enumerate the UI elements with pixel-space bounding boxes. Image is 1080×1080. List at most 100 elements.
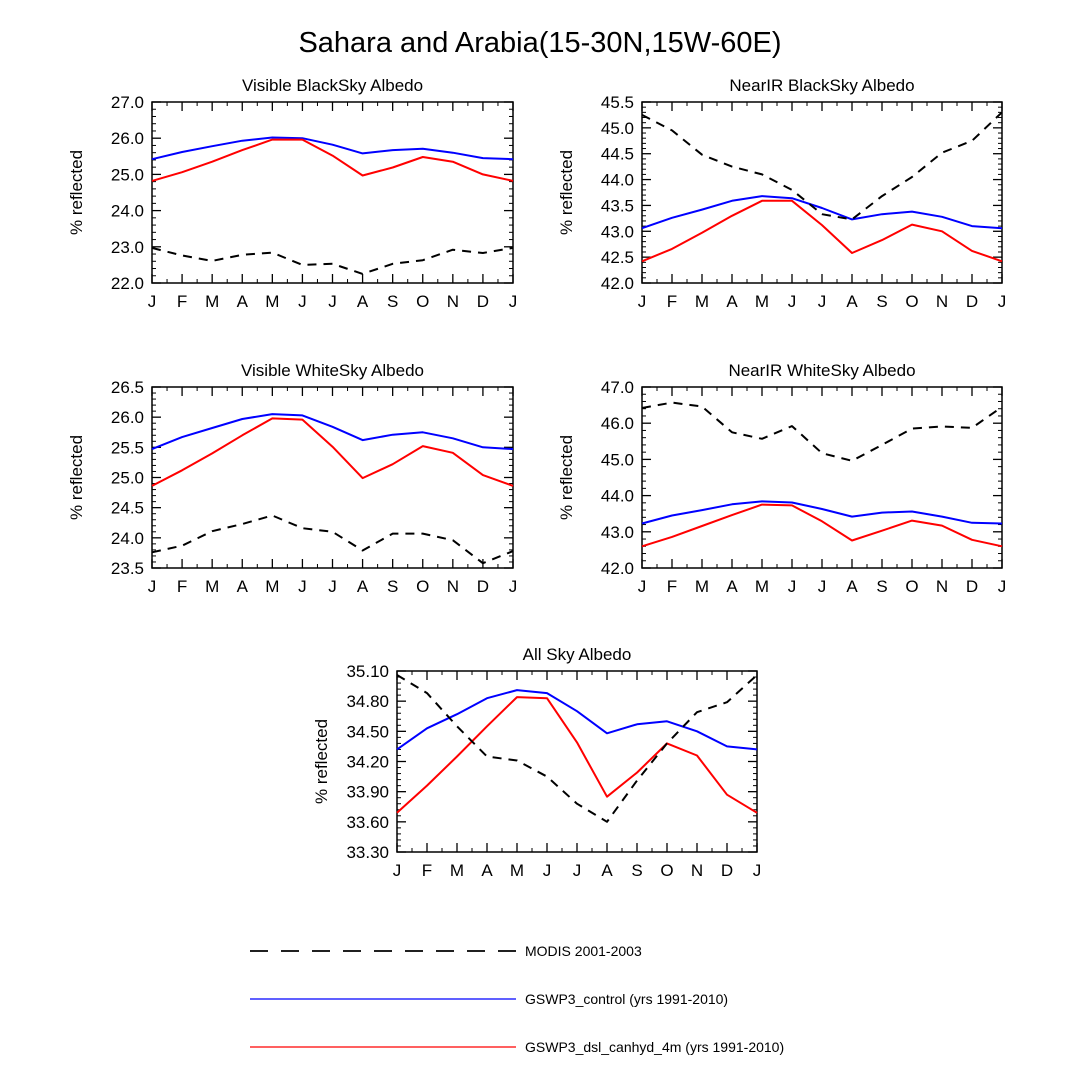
x-tick-label: A	[846, 292, 858, 311]
x-tick-label: M	[755, 577, 769, 596]
x-tick-label: J	[998, 292, 1007, 311]
x-tick-label: J	[148, 577, 157, 596]
x-tick-label: S	[876, 292, 887, 311]
x-tick-label: M	[695, 577, 709, 596]
y-tick-label: 33.30	[346, 843, 389, 862]
series-line-dsl	[641, 503, 1003, 548]
y-tick-label: 42.0	[601, 559, 634, 578]
x-tick-label: O	[416, 292, 429, 311]
x-tick-label: J	[543, 861, 552, 880]
y-tick-label: 42.5	[601, 248, 634, 267]
x-tick-label: M	[510, 861, 524, 880]
legend-label: GSWP3_control (yrs 1991-2010)	[525, 991, 728, 1007]
x-tick-label: A	[601, 861, 613, 880]
x-tick-label: O	[905, 577, 918, 596]
y-tick-label: 24.5	[111, 499, 144, 518]
x-tick-label: O	[660, 861, 673, 880]
series-line-modis	[396, 674, 758, 823]
x-tick-label: D	[721, 861, 733, 880]
y-tick-label: 26.0	[111, 129, 144, 148]
x-tick-label: N	[447, 292, 459, 311]
y-tick-label: 34.20	[346, 753, 389, 772]
x-tick-label: J	[393, 861, 402, 880]
y-axis-label: % reflected	[67, 435, 86, 520]
x-tick-label: A	[726, 577, 738, 596]
series-line-modis	[641, 401, 1003, 462]
x-tick-label: A	[726, 292, 738, 311]
x-tick-label: A	[357, 577, 369, 596]
y-tick-label: 27.0	[111, 93, 144, 112]
x-tick-label: D	[966, 577, 978, 596]
x-tick-label: J	[328, 577, 337, 596]
y-tick-label: 44.5	[601, 145, 634, 164]
y-tick-label: 43.5	[601, 196, 634, 215]
series-line-modis	[151, 246, 514, 275]
y-tick-label: 22.0	[111, 274, 144, 293]
x-tick-label: J	[818, 577, 827, 596]
y-tick-label: 23.5	[111, 559, 144, 578]
x-tick-label: S	[387, 292, 398, 311]
x-tick-label: J	[509, 292, 518, 311]
panel-title: NearIR WhiteSky Albedo	[728, 361, 915, 380]
x-tick-label: S	[631, 861, 642, 880]
x-tick-label: M	[205, 292, 219, 311]
y-tick-label: 45.0	[601, 119, 634, 138]
y-tick-label: 33.90	[346, 783, 389, 802]
legend-label: GSWP3_dsl_canhyd_4m (yrs 1991-2010)	[525, 1039, 784, 1055]
x-tick-label: N	[936, 577, 948, 596]
plot-frame	[641, 386, 1003, 569]
y-tick-label: 43.0	[601, 222, 634, 241]
x-tick-label: S	[387, 577, 398, 596]
series-line-dsl	[396, 696, 758, 814]
series-line-dsl	[151, 417, 514, 487]
legend-label: MODIS 2001-2003	[525, 943, 642, 959]
x-tick-label: J	[509, 577, 518, 596]
x-tick-label: A	[237, 292, 249, 311]
panel-title: All Sky Albedo	[523, 645, 632, 664]
x-tick-label: J	[298, 577, 307, 596]
x-tick-label: M	[695, 292, 709, 311]
y-tick-label: 24.0	[111, 202, 144, 221]
panel-title: Visible WhiteSky Albedo	[241, 361, 424, 380]
y-axis-label: % reflected	[312, 719, 331, 804]
series-line-control	[151, 136, 514, 161]
x-tick-label: F	[177, 292, 187, 311]
x-tick-label: J	[638, 292, 647, 311]
x-tick-label: D	[477, 292, 489, 311]
y-tick-label: 42.0	[601, 274, 634, 293]
series-line-control	[641, 195, 1003, 230]
y-tick-label: 24.0	[111, 529, 144, 548]
x-tick-label: O	[416, 577, 429, 596]
y-tick-label: 25.5	[111, 438, 144, 457]
y-tick-label: 47.0	[601, 378, 634, 397]
series-line-control	[151, 413, 514, 451]
y-tick-label: 26.0	[111, 408, 144, 427]
x-tick-label: M	[265, 292, 279, 311]
x-tick-label: S	[876, 577, 887, 596]
x-tick-label: J	[328, 292, 337, 311]
x-tick-label: M	[755, 292, 769, 311]
x-tick-label: N	[447, 577, 459, 596]
figure-title: Sahara and Arabia(15-30N,15W-60E)	[298, 27, 781, 59]
x-tick-label: D	[477, 577, 489, 596]
x-tick-label: N	[936, 292, 948, 311]
x-tick-label: M	[450, 861, 464, 880]
plot-frame	[151, 386, 514, 569]
x-tick-label: J	[753, 861, 762, 880]
x-tick-label: J	[788, 577, 797, 596]
x-tick-label: A	[846, 577, 858, 596]
y-tick-label: 46.0	[601, 414, 634, 433]
series-line-modis	[641, 111, 1003, 221]
panel-title: Visible BlackSky Albedo	[242, 76, 423, 95]
series-line-modis	[151, 514, 514, 565]
x-tick-label: J	[638, 577, 647, 596]
x-tick-label: J	[148, 292, 157, 311]
series-line-dsl	[641, 199, 1003, 263]
x-tick-label: F	[667, 292, 677, 311]
